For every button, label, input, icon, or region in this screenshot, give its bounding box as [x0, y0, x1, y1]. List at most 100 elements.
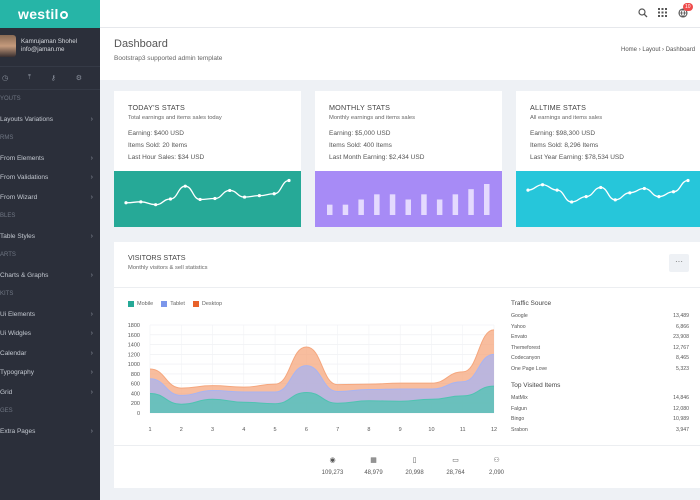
breadcrumb-layout[interactable]: Layout: [642, 47, 661, 53]
card-title: VISITORS STATS: [128, 253, 186, 262]
row-name: Envato: [511, 334, 528, 340]
sparkline-point: [642, 186, 646, 191]
y-tick-label: 600: [131, 382, 140, 388]
avatar[interactable]: [0, 35, 16, 57]
sparkline-point: [198, 197, 202, 202]
y-tick-label: 400: [131, 391, 140, 397]
traffic-source-row: Envato 23,908: [511, 332, 689, 343]
bar-mark: [421, 194, 427, 215]
chevron-right-icon: ›: [90, 310, 93, 318]
x-tick-label: 4: [242, 427, 245, 433]
page-header: Dashboard Bootstrap3 supported admin tem…: [100, 28, 700, 80]
today-stats-card: TODAY'S STATS Total earnings and items s…: [114, 91, 301, 227]
row-name: Codecanyon: [511, 355, 541, 361]
sidebar-item-label: Calendar: [0, 349, 27, 357]
breadcrumb-home[interactable]: Home: [621, 47, 638, 53]
sparkline-point: [228, 188, 232, 193]
key-icon[interactable]: ⚷: [50, 75, 56, 82]
sidebar-item[interactable]: Typography ›: [0, 363, 100, 383]
traffic-source-list: Google 13,489 Yahoo 6,866 Envato 23,908 Themef…: [511, 311, 689, 374]
sparkline-point: [657, 194, 661, 199]
y-tick-label: 1600: [128, 333, 140, 339]
chevron-right-icon: ›: [90, 174, 93, 181]
traffic-source-title: Traffic Source: [511, 300, 552, 307]
y-tick-label: 1400: [128, 343, 140, 349]
y-tick-label: 1000: [128, 362, 140, 368]
row-name: MatMix: [511, 395, 528, 401]
more-options-button[interactable]: ···: [669, 254, 689, 272]
x-tick-label: 8: [367, 427, 370, 433]
sidebar-section-label: BLES: [0, 213, 16, 219]
traffic-source-row: Google 13,489: [511, 311, 689, 322]
sidebar-item[interactable]: Grid ›: [0, 383, 100, 403]
sidebar-item[interactable]: Layouts Variations ›: [0, 110, 100, 130]
divider: [114, 445, 700, 446]
row-value: 10,989: [673, 416, 689, 422]
sidebar-item[interactable]: From Validations ›: [0, 168, 100, 188]
chevron-right-icon: ›: [90, 154, 93, 162]
sidebar-item[interactable]: Ui Elements ›: [0, 305, 100, 325]
bottom-stat: ▯ 20,998: [394, 456, 435, 476]
card-subtitle: All earnings and items sales: [530, 115, 603, 121]
row-name: Falgun: [511, 405, 527, 412]
bar-mark: [484, 184, 490, 215]
sidebar-item[interactable]: Calendar ›: [0, 344, 100, 364]
area-series-tablet: [150, 354, 494, 413]
x-tick-label: 7: [336, 427, 339, 433]
x-tick-label: 10: [428, 427, 434, 433]
row-name: Bingo: [511, 416, 525, 422]
chevron-right-icon: ›: [90, 115, 93, 123]
sidebar-item[interactable]: Extra Pages ›: [0, 422, 100, 442]
legend-label: Desktop: [201, 301, 223, 307]
card-title: ALLTIME STATS: [530, 103, 587, 112]
gear-icon[interactable]: ⚙: [75, 75, 82, 82]
legend-item-mobile[interactable]: Mobile: [128, 301, 153, 307]
top-visited-list: MatMix 14,846 Falgun 12,080 Bingo 10,989 Srabo…: [511, 393, 689, 435]
monthly-bar-chart: [315, 171, 502, 227]
eye-icon: ◉: [329, 457, 336, 464]
sidebar-item[interactable]: Table Styles ›: [0, 227, 100, 247]
sidebar-item[interactable]: Charts & Graphs ›: [0, 266, 100, 286]
search-icon[interactable]: [638, 8, 648, 21]
chevron-right-icon: ›: [90, 271, 93, 279]
sparkline-point: [287, 178, 291, 183]
earning-text: Earning: $400 USD: [128, 130, 185, 137]
legend-swatch: [128, 301, 134, 307]
chevron-right-icon: ›: [90, 330, 93, 337]
sparkline-point: [686, 178, 690, 183]
legend-item-tablet[interactable]: Tablet: [161, 301, 185, 307]
x-tick-label: 12: [491, 427, 497, 433]
bottom-stats-row: ◉ 109,273 ▦ 48,979 ▯ 20,998 ▭ 28,764 ⚇ 2,090: [312, 456, 517, 476]
top-visited-row: Falgun 12,080: [511, 404, 689, 415]
sidebar-section-label: RMS: [0, 135, 14, 141]
traffic-source-row: Codecanyon 8,465: [511, 353, 689, 364]
last-month-text: Last Month Earning: $2,434 USD: [329, 154, 425, 161]
breadcrumb: Home › Layout › Dashboard: [621, 47, 695, 53]
bar-mark: [468, 189, 474, 215]
sparkline-point: [183, 184, 187, 188]
sparkline-point: [555, 188, 559, 192]
bar-mark: [452, 194, 459, 215]
clock-icon[interactable]: ◷: [2, 75, 9, 82]
user-email: info@jaman.me: [21, 46, 65, 53]
upload-icon[interactable]: ⤒: [27, 74, 31, 81]
row-name: Yahoo: [511, 323, 526, 330]
sidebar-item[interactable]: From Elements ›: [0, 149, 100, 169]
apps-grid-icon[interactable]: [658, 8, 667, 20]
card-subtitle: Total earnings and items sales today: [128, 115, 222, 121]
bottom-stat-value: 20,998: [405, 470, 424, 476]
legend-item-desktop[interactable]: Desktop: [192, 301, 223, 307]
sparkline-series: [125, 179, 290, 206]
mobile-icon: ▯: [412, 457, 417, 464]
brand-name: westil: [18, 6, 59, 22]
sparkline-point: [168, 197, 173, 201]
sidebar-item[interactable]: From Wizard ›: [0, 188, 100, 208]
sidebar-item[interactable]: Ui Widgles ›: [0, 324, 100, 344]
card-title: MONTHLY STATS: [329, 103, 391, 112]
top-visited-row: Srabon 3,947: [511, 425, 689, 436]
breadcrumb-separator-icon: ›: [638, 47, 643, 53]
sparkline-point: [671, 190, 676, 194]
users-icon: ⚇: [493, 457, 500, 464]
more-vert-icon[interactable]: ⋮: [696, 8, 700, 19]
brand-logo[interactable]: westil: [0, 0, 100, 28]
